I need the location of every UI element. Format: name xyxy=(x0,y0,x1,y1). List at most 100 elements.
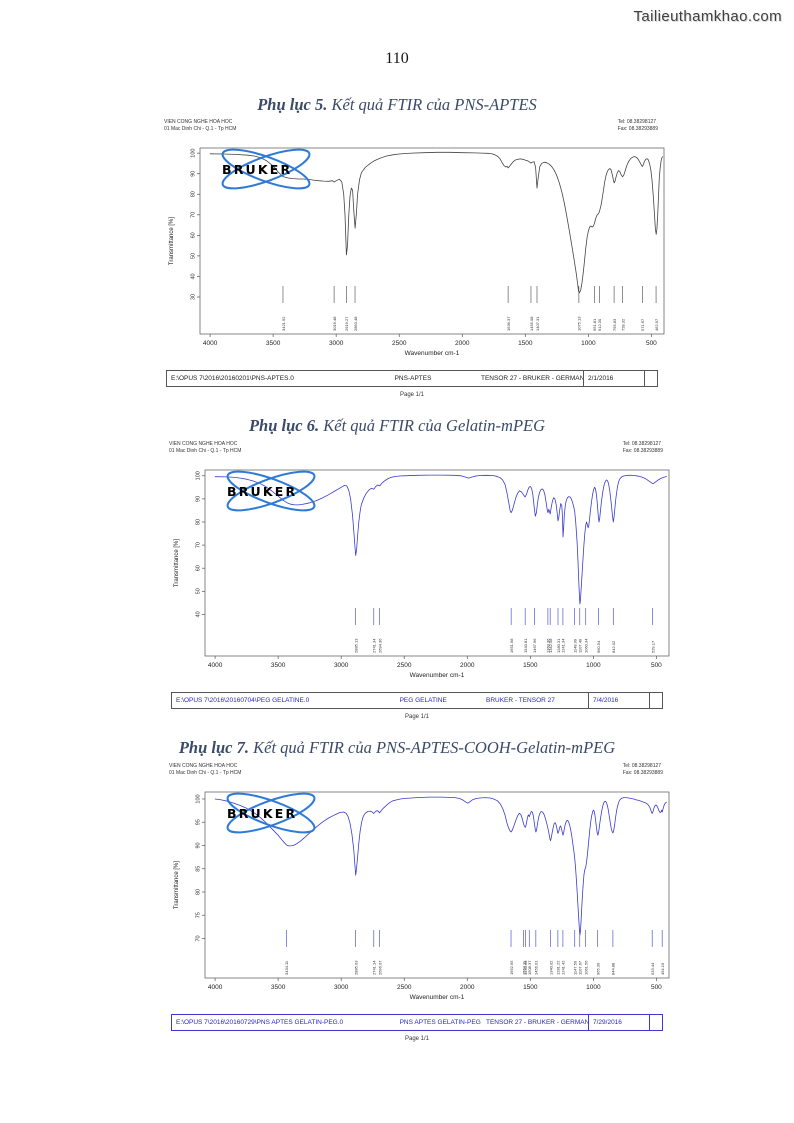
peak-label: 1467.96 xyxy=(532,637,537,652)
x-tick-label: 1500 xyxy=(523,662,538,669)
org-name: VIEN CONG NGHE HOA HOC xyxy=(169,441,238,447)
y-axis-label: Transmittance [%] xyxy=(174,860,180,908)
report-footer: E:\OPUS 7\2016\20160201\PNS-APTES.0 PNS-… xyxy=(166,369,658,387)
org-name: VIEN CONG NGHE HOA HOC xyxy=(164,119,233,125)
instrument-name: TENSOR 27 - BRUKER - GERMANY xyxy=(480,374,583,382)
org-address: 01 Mac Dinh Chi - Q.1 - Tp HCM xyxy=(169,447,242,454)
x-tick-label: 4000 xyxy=(208,662,223,669)
y-tick-label: 95 xyxy=(196,819,202,825)
print-date: 7/29/2016 xyxy=(588,1014,649,1030)
organization-block: VIEN CONG NGHE HOA HOC 01 Mac Dinh Chi -… xyxy=(169,441,241,455)
figure-6-heading: Phụ lục 6. Kết quả FTIR của Gelatin-mPEG xyxy=(0,416,794,436)
figure-5-title: Kết quả FTIR của PNS-APTES xyxy=(327,95,537,114)
peak-label: 1508.37 xyxy=(527,959,532,974)
footer-spacer xyxy=(649,1014,662,1030)
print-date: 7/4/2016 xyxy=(588,692,649,708)
x-tick-label: 500 xyxy=(651,662,662,669)
plot-frame xyxy=(204,791,670,978)
x-tick-label: 3000 xyxy=(329,340,344,347)
x-axis-label: Wavenumber cm-1 xyxy=(410,672,465,679)
peak-label: 1147.50 xyxy=(573,960,578,975)
file-path: E:\OPUS 7\2016\20160704\PEG GELATINE.0 xyxy=(176,696,310,704)
peak-label: 1360.36 xyxy=(546,637,551,652)
peak-label: 2696.07 xyxy=(377,959,382,974)
peak-label: 1540.81 xyxy=(523,637,528,652)
plot-frame xyxy=(204,469,670,656)
sample-name: PNS APTES GELATIN-PEG xyxy=(399,1018,481,1026)
logo-ellipse xyxy=(226,792,316,833)
x-tick-label: 2500 xyxy=(397,984,412,991)
y-tick-label: 90 xyxy=(196,495,202,501)
plot-frame xyxy=(199,147,665,334)
y-tick-label: 90 xyxy=(196,842,202,848)
peak-label: 2741.14 xyxy=(372,959,377,974)
ftir-spectrum-pns-aptes-cooh-gelatin-mpeg: 100 95 90 85 80 75 70 4000 3500 3000 2500 2000 1500 1… xyxy=(174,791,670,1001)
peak-label: 1342.58 xyxy=(548,637,553,652)
peak-label: 1241.34 xyxy=(561,637,566,652)
y-tick-label: 100 xyxy=(196,794,202,803)
peak-label: 2885.03 xyxy=(353,959,358,974)
y-tick-label: 30 xyxy=(191,293,197,299)
peak-label: 2885.13 xyxy=(353,637,358,652)
x-tick-label: 3500 xyxy=(271,984,286,991)
instrument-name: TENSOR 27 - BRUKER - GERMANY xyxy=(485,1018,588,1026)
y-tick-label: 60 xyxy=(196,565,202,571)
figure-6-title: Kết quả FTIR của Gelatin-mPEG xyxy=(319,416,546,435)
x-tick-label: 2000 xyxy=(455,340,470,347)
x-tick-label: 2500 xyxy=(392,340,407,347)
x-tick-label: 4000 xyxy=(203,340,218,347)
report-header: VIEN CONG NGHE HOA HOC 01 Mac Dinh Chi -… xyxy=(158,119,674,133)
peak-label: 1280.31 xyxy=(556,637,561,652)
x-tick-label: 500 xyxy=(646,340,657,347)
peak-label: 1554.11 xyxy=(521,960,526,975)
report-header: VIEN CONG NGHE HOA HOC 01 Mac Dinh Chi -… xyxy=(163,441,679,455)
peak-label: 2850.48 xyxy=(353,315,358,330)
peak-label: 3016.48 xyxy=(332,315,337,330)
peak-label: 1407.31 xyxy=(535,315,540,330)
y-tick-label: 50 xyxy=(191,252,197,258)
logo-ellipse xyxy=(226,792,316,833)
ftir-spectrum-pns-aptes: 100 90 80 70 60 50 40 30 4000 3500 3000 2500 2000 150… xyxy=(169,147,665,357)
peak-label: 1241.42 xyxy=(561,959,566,974)
page-label: Page 1/1 xyxy=(404,713,430,720)
site-watermark: Tailieuthamkhao.com xyxy=(633,8,782,25)
org-fax: Fax: 08.38293889 xyxy=(622,447,663,454)
peak-label: 728.32 xyxy=(620,317,625,330)
x-tick-label: 2000 xyxy=(460,984,475,991)
peak-label: 1651.98 xyxy=(509,637,514,652)
peak-label: 454.19 xyxy=(660,961,665,974)
figure-7-title: Kết quả FTIR của PNS-APTES-COOH-Gelatin-… xyxy=(249,738,616,757)
org-address: 01 Mac Dinh Chi - Q.1 - Tp HCM xyxy=(164,125,237,132)
peak-label: 1456.01 xyxy=(534,959,539,974)
y-tick-label: 40 xyxy=(196,611,202,617)
y-tick-label: 40 xyxy=(191,273,197,279)
peak-label: 960.54 xyxy=(596,639,601,652)
peak-label: 533.44 xyxy=(650,961,655,974)
peak-label: 3421.92 xyxy=(281,315,286,330)
report-footer: E:\OPUS 7\2016\20160729\PNS APTES GELATI… xyxy=(171,1013,663,1031)
org-address: 01 Mac Dinh Chi - Q.1 - Tp HCM xyxy=(169,769,242,776)
peak-label: 844.88 xyxy=(611,961,616,974)
org-tel: Tel: 08.38298127 xyxy=(617,119,657,125)
y-tick-label: 80 xyxy=(191,191,197,197)
x-tick-label: 1000 xyxy=(581,340,596,347)
peak-label: 1107.40 xyxy=(578,638,583,653)
contact-block: Tel: 08.38298127 Fax: 08.38293889 xyxy=(623,763,663,777)
figure-5-label: Phụ lục 5. xyxy=(257,95,328,114)
page-label: Page 1/1 xyxy=(404,1035,430,1042)
footer-spacer xyxy=(644,370,657,386)
peak-label: 462.97 xyxy=(654,317,659,330)
logo-ellipse xyxy=(221,148,311,189)
peak-label: 1636.37 xyxy=(506,315,511,330)
peak-label: 1148.99 xyxy=(572,638,577,653)
x-tick-label: 3500 xyxy=(266,340,281,347)
figure-5-heading: Phụ lục 5. Kết quả FTIR của PNS-APTES xyxy=(0,95,794,115)
y-tick-label: 75 xyxy=(196,912,202,918)
organization-block: VIEN CONG NGHE HOA HOC 01 Mac Dinh Chi -… xyxy=(164,119,236,133)
y-tick-label: 70 xyxy=(191,211,197,217)
x-tick-label: 1000 xyxy=(586,984,601,991)
x-tick-label: 3000 xyxy=(334,662,349,669)
peak-label: 2694.36 xyxy=(378,637,383,652)
sample-name: PNS-APTES xyxy=(394,374,432,382)
y-axis-label: Transmittance [%] xyxy=(169,216,175,264)
